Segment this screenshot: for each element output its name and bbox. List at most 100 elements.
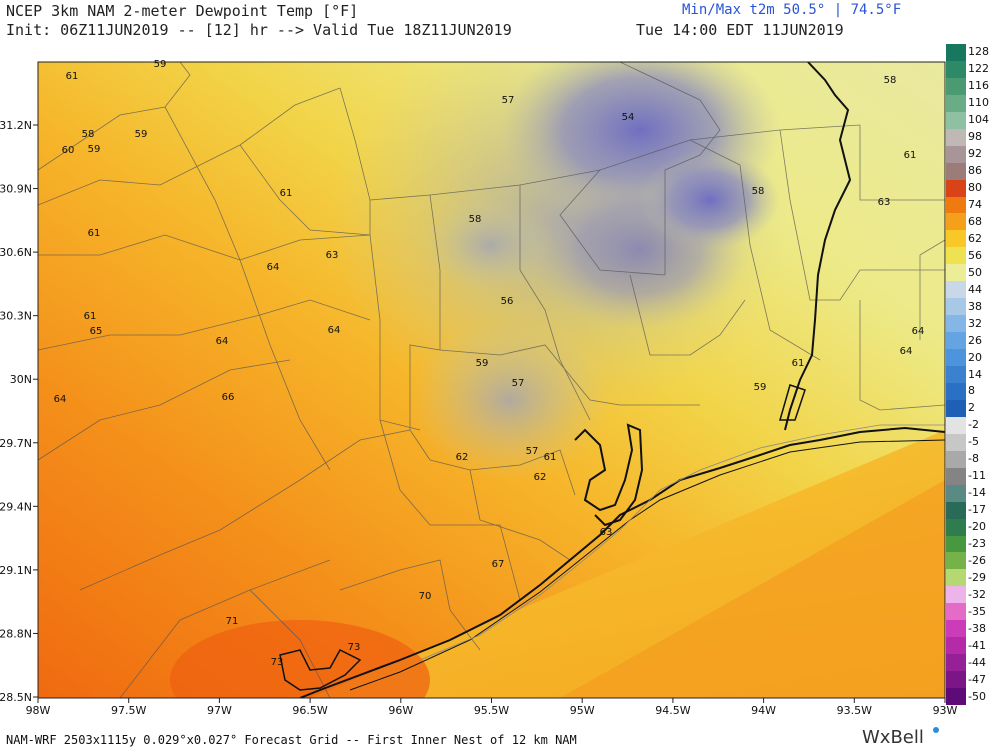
station-value: 66 [222, 392, 235, 403]
colorbar-swatch [946, 518, 966, 536]
state-boundary [784, 62, 852, 431]
station-value: 62 [534, 472, 547, 483]
colorbar-label: -50 [968, 689, 986, 703]
station-value: 64 [54, 394, 67, 405]
colorbar-swatch [946, 399, 966, 418]
lat-label: 30.3N [0, 310, 32, 323]
brand-dot-icon [933, 727, 939, 733]
station-value: 63 [600, 527, 613, 538]
footer-info: NAM-WRF 2503x1115y 0.029°x0.027° Forecas… [6, 733, 577, 747]
lat-label: 28.8N [0, 627, 32, 640]
lon-label: 94.5W [655, 704, 690, 717]
colorbar-swatch [946, 298, 966, 316]
lat-label: 29.1N [0, 564, 32, 577]
station-value: 63 [326, 250, 339, 261]
coastline [299, 426, 945, 698]
colorbar-label: 26 [968, 333, 982, 347]
colorbar-label: -5 [968, 435, 979, 449]
station-value: 58 [82, 129, 95, 140]
lat-label: 30.9N [0, 183, 32, 196]
colorbar-swatch [946, 484, 966, 503]
station-value: 60 [62, 145, 75, 156]
colorbar-swatch [946, 281, 966, 299]
colorbar-swatch [946, 247, 966, 265]
station-value: 57 [526, 446, 539, 457]
colorbar-label: -14 [968, 486, 986, 500]
matagorda-bay [279, 649, 362, 691]
colorbar-swatch [946, 654, 966, 672]
station-value: 59 [754, 382, 767, 393]
colorbar-swatch [946, 213, 966, 231]
colorbar-label: -35 [968, 604, 986, 618]
station-value: 61 [792, 358, 805, 369]
colorbar-swatch [946, 196, 966, 214]
station-value: 54 [622, 112, 635, 123]
station-value: 59 [154, 59, 167, 70]
lon-label: 95.5W [474, 704, 509, 717]
colorbar-swatch [946, 94, 966, 113]
colorbar-swatch [946, 501, 966, 520]
init-valid-line: Init: 06Z11JUN2019 -- [12] hr --> Valid … [6, 21, 512, 39]
county-boundaries [38, 62, 945, 698]
galveston-bay [574, 423, 644, 527]
colorbar-label: 2 [968, 401, 975, 415]
station-value: 59 [88, 144, 101, 155]
colorbar-label: 86 [968, 164, 982, 178]
colorbar-label: 50 [968, 265, 982, 279]
station-value: 64 [328, 325, 341, 336]
lat-label: 29.7N [0, 437, 32, 450]
station-value: 58 [752, 186, 765, 197]
colorbar-swatch [946, 620, 966, 638]
colorbar-label: 92 [968, 147, 982, 161]
station-value: 61 [544, 452, 557, 463]
colorbar-swatch [946, 416, 966, 435]
colorbar-swatch [946, 332, 966, 350]
colorbar-swatch [946, 315, 966, 333]
station-value: 57 [512, 378, 525, 389]
colorbar-label: 38 [968, 299, 982, 313]
colorbar-swatch [946, 44, 966, 62]
colorbar-label: -8 [968, 452, 979, 466]
station-value: 61 [84, 311, 97, 322]
min-max-readout: Min/Max t2m 50.5° | 74.5°F [682, 2, 902, 18]
colorbar-label: 8 [968, 384, 975, 398]
colorbar-swatch [946, 349, 966, 367]
colorbar-label: 56 [968, 248, 982, 262]
colorbar-label: 104 [968, 113, 989, 127]
station-value: 64 [900, 346, 913, 357]
colorbar-label: -41 [968, 638, 986, 652]
lon-label: 93.5W [837, 704, 872, 717]
colorbar-swatch [946, 145, 966, 164]
colorbar-label: 110 [968, 96, 989, 110]
brand-logo: WxBell [862, 727, 924, 748]
colorbar-swatch [946, 603, 966, 621]
lat-label: 30N [10, 373, 32, 386]
colorbar-label: 68 [968, 214, 982, 228]
colorbar-label: -20 [968, 520, 986, 534]
station-value: 64 [267, 262, 280, 273]
colorbar-swatch [946, 60, 966, 79]
longitude-axis: 98W 97.5W 97W 96.5W 96W 95.5W 95W 94.5W 94W 93.5W… [26, 698, 958, 717]
station-value: 64 [912, 326, 925, 337]
colorbar-label: 20 [968, 350, 982, 364]
colorbar-label: 122 [968, 62, 989, 76]
lat-label: 28.5N [0, 691, 32, 704]
station-value: 61 [904, 150, 917, 161]
lat-label: 29.4N [0, 500, 32, 513]
colorbar-swatch [946, 637, 966, 655]
station-value: 59 [476, 358, 489, 369]
station-value: 61 [280, 188, 293, 199]
sabine-lake [779, 384, 806, 421]
station-value: 71 [226, 616, 239, 627]
lon-label: 98W [26, 704, 51, 717]
colorbar-label: 32 [968, 316, 982, 330]
lon-label: 97W [207, 704, 232, 717]
station-value: 67 [492, 559, 505, 570]
colorbar-label: -32 [968, 587, 986, 601]
colorbar-label: 74 [968, 198, 982, 211]
colorbar-label: 128 [968, 45, 989, 59]
colorbar-label: -17 [968, 503, 986, 517]
colorbar-swatch [946, 128, 966, 147]
colorbar-label: -29 [968, 570, 986, 584]
